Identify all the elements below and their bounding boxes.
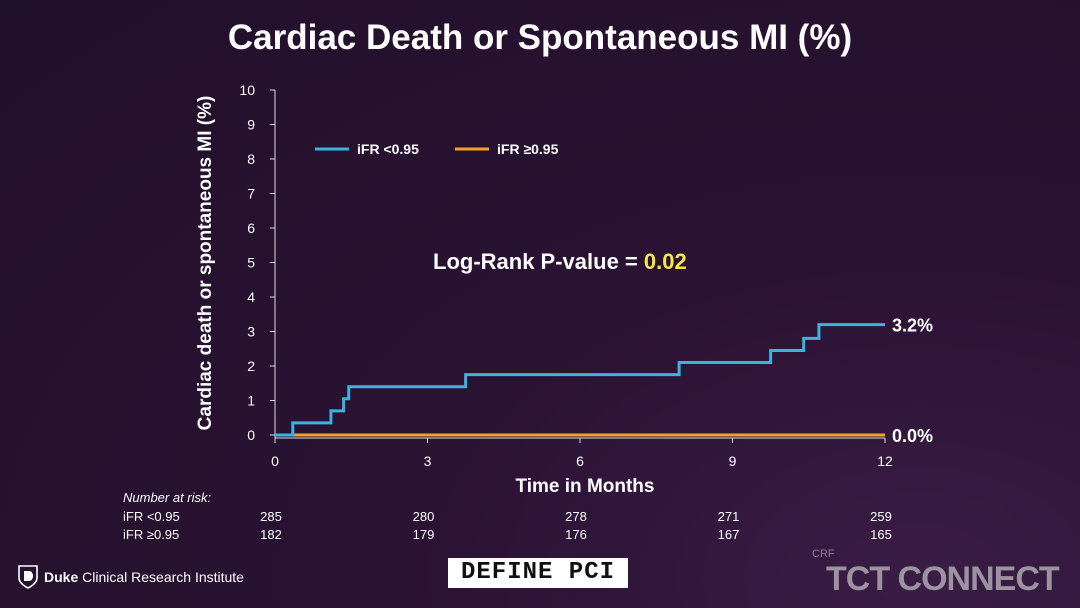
define-pci-logo: DEFINE PCI	[448, 558, 628, 588]
chart-legend: iFR <0.95 iFR ≥0.95	[315, 141, 559, 157]
y-tick-label: 10	[239, 82, 255, 98]
y-tick-label: 5	[247, 255, 255, 271]
risk-value: 259	[870, 509, 892, 524]
legend-label: iFR ≥0.95	[497, 141, 559, 157]
risk-row: iFR <0.95 285 280 278 271 259	[123, 509, 923, 525]
p-value-label: Log-Rank P-value =	[433, 249, 644, 274]
chart-title: Cardiac Death or Spontaneous MI (%)	[227, 18, 853, 57]
legend-label: iFR <0.95	[357, 141, 419, 157]
x-tick-label: 9	[729, 453, 737, 469]
risk-row: iFR ≥0.95 182 179 176 167 165	[123, 527, 923, 543]
chart-labels: 0.0% 3.2% Log-Rank P-value = 0.02	[433, 249, 933, 446]
risk-value: 182	[260, 527, 282, 542]
x-tick-label: 12	[877, 453, 893, 469]
y-tick-label: 9	[247, 117, 255, 133]
y-tick-label: 4	[247, 289, 255, 305]
risk-value: 179	[412, 527, 435, 542]
duke-name: Duke	[44, 569, 79, 585]
risk-value: 278	[565, 509, 587, 524]
y-tick-label: 3	[247, 324, 255, 340]
p-value-annotation: Log-Rank P-value = 0.02	[433, 249, 687, 274]
risk-value: 271	[717, 509, 740, 524]
risk-table-header: Number at risk:	[123, 490, 212, 505]
y-tick-label: 8	[247, 151, 255, 167]
risk-value: 176	[565, 527, 587, 542]
x-axis-label: Time in Months	[516, 476, 655, 497]
duke-institute-name: Clinical Research Institute	[78, 569, 244, 585]
footer: Duke Clinical Research Institute DEFINE …	[0, 548, 1080, 608]
risk-value: 165	[870, 527, 892, 542]
y-tick-label: 0	[247, 427, 255, 443]
duke-shield-icon	[18, 565, 38, 589]
x-tick-label: 3	[424, 453, 432, 469]
chart-series	[275, 323, 885, 437]
y-tick-label: 2	[247, 358, 255, 374]
x-tick-label: 6	[576, 453, 584, 469]
risk-row-label: iFR <0.95	[123, 509, 180, 524]
risk-value: 167	[717, 527, 740, 542]
x-tick-label: 0	[271, 453, 279, 469]
risk-value: 285	[260, 509, 282, 524]
series-line-ifr-lt-095	[275, 323, 885, 437]
y-tick-label: 7	[247, 186, 255, 202]
series-end-label: 0.0%	[892, 426, 933, 446]
series-end-label: 3.2%	[892, 316, 933, 336]
crf-logo: CRF	[812, 548, 835, 560]
p-value-number: 0.02	[644, 249, 687, 274]
risk-row-label: iFR ≥0.95	[123, 527, 180, 542]
tct-connect-logo: TCT CONNECT	[826, 560, 1060, 598]
duke-logo: Duke Clinical Research Institute	[18, 564, 244, 590]
y-tick-label: 6	[247, 220, 255, 236]
risk-value: 280	[412, 509, 435, 524]
y-axis-label: Cardiac death or spontaneous MI (%)	[195, 96, 216, 431]
y-tick-label: 1	[247, 393, 255, 409]
